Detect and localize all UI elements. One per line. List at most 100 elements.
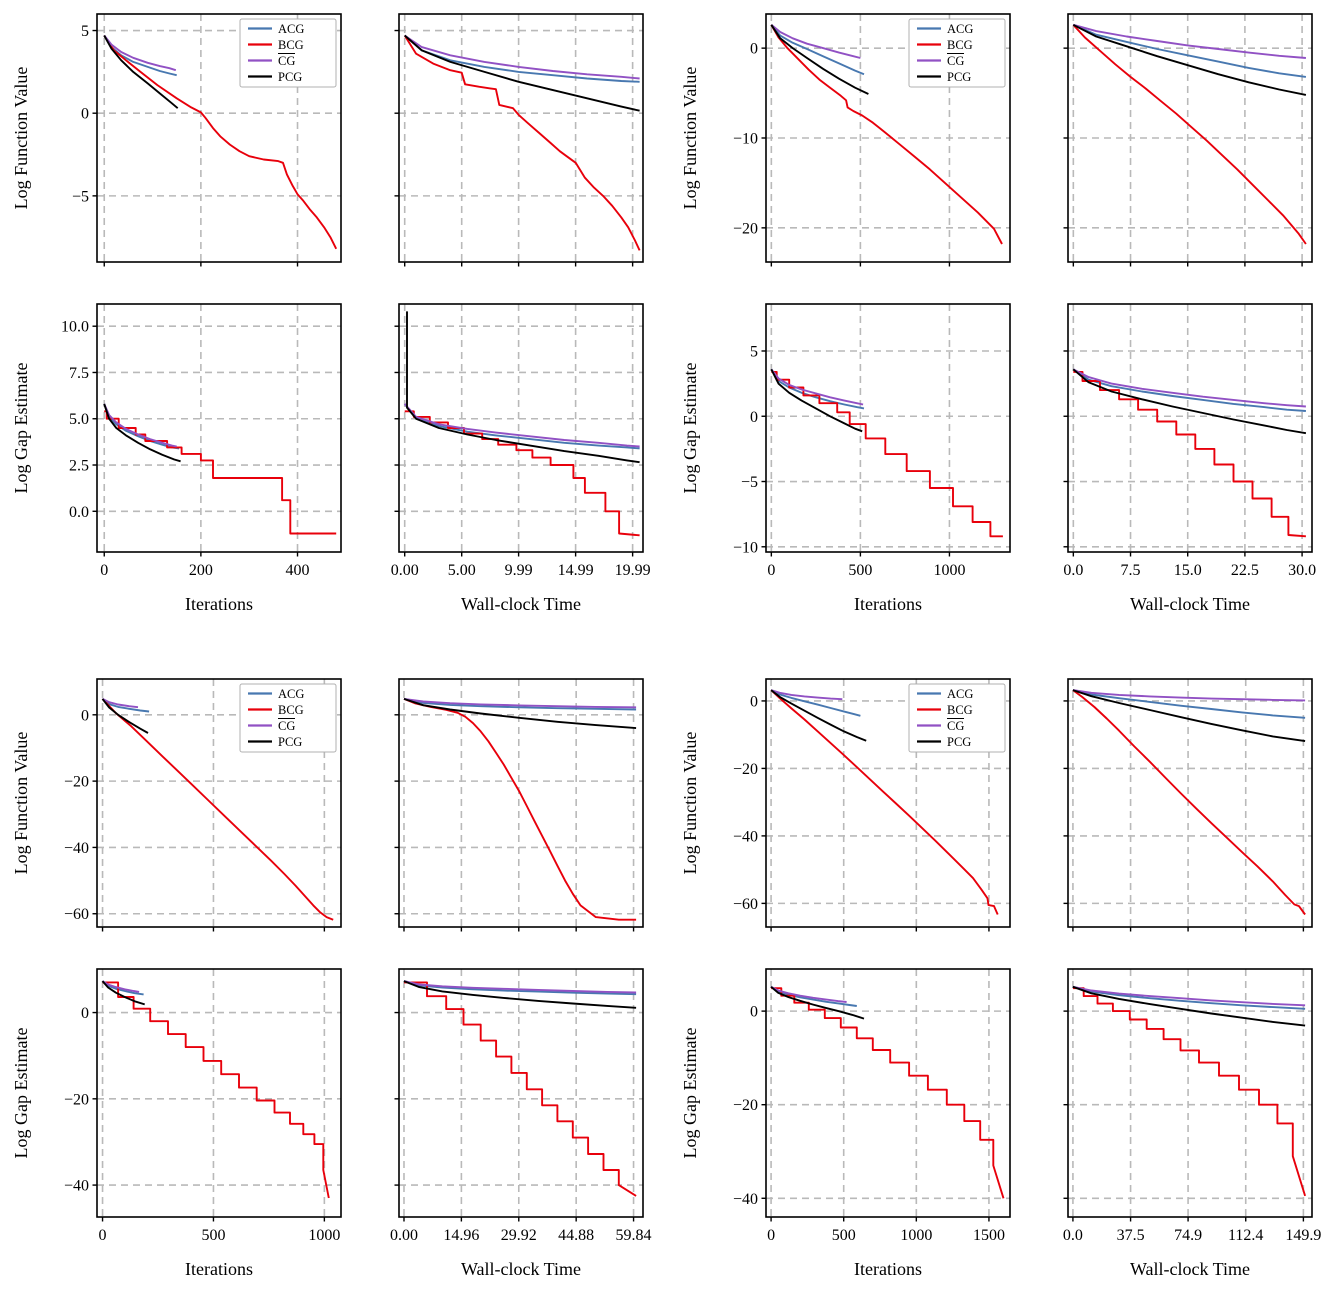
series-lines [103, 34, 338, 250]
chart-bottom-left: Log Function Value Log Gap Estimate Iterat… [11, 678, 652, 1279]
gridlines [766, 969, 1010, 1217]
axes-frame [96, 678, 342, 928]
y-tick-label: −60 [733, 896, 758, 913]
series-PCG-line [103, 35, 179, 109]
subplot-bottom-right-r0c1 [1063, 678, 1313, 932]
x-tick-label: 14.96 [443, 1227, 479, 1244]
series-CG-line [770, 24, 861, 59]
series-PCG-line [403, 980, 637, 1009]
subplot-top-right-r1c1 [1063, 303, 1313, 557]
axes-frame [765, 968, 1011, 1218]
tick-marks [394, 714, 635, 932]
tick-marks [761, 350, 951, 557]
y-tick-label: −40 [733, 1191, 758, 1208]
series-BCG-line [103, 34, 338, 250]
subplot-bottom-left-r0c1 [394, 678, 644, 932]
axes-frame [398, 303, 644, 553]
axes-frame [1067, 678, 1313, 928]
x-tick-label: 0 [767, 1227, 775, 1244]
tick-marks [1063, 700, 1305, 932]
series-lines [103, 403, 337, 535]
tick-marks [394, 29, 634, 267]
y-tick-label: 5 [81, 23, 89, 40]
series-CG-line [770, 689, 843, 701]
quadrant-bottom-left: Log Function Value Log Gap Estimate Iterat… [5, 671, 667, 1289]
x-tick-label: 500 [848, 562, 872, 579]
x-tick-label: 37.5 [1117, 1227, 1145, 1244]
series-ACG-line [103, 34, 177, 77]
chart-bottom-right: Log Function Value Log Gap Estimate Iterat… [680, 678, 1321, 1279]
gridlines [1068, 14, 1312, 262]
series-BCG-line [102, 981, 330, 1199]
series-ACG-line [1072, 985, 1306, 1010]
series-CG-line [103, 34, 177, 72]
series-BCG-line [404, 981, 637, 1197]
series-CG-line [403, 403, 640, 448]
legend: ACG BCG CG PCG [239, 683, 337, 753]
tick-marks [761, 1010, 990, 1222]
series-lines [101, 698, 334, 921]
y-tick-label: 5.0 [69, 411, 89, 428]
subplot-top-left-r1c0 [92, 303, 342, 557]
subplot-top-left-r1c1 [394, 303, 644, 557]
axes-frame [1067, 303, 1313, 553]
subplot-bottom-left-r1c1 [394, 968, 644, 1222]
x-tick-label: 7.5 [1121, 562, 1141, 579]
legend-label: CG [278, 719, 295, 733]
series-ACG-line [770, 689, 861, 717]
x-axis-title: Iterations [854, 1259, 922, 1279]
tick-marks [92, 29, 299, 267]
gridlines [399, 304, 643, 552]
x-tick-label: 29.92 [501, 1227, 537, 1244]
legend-label: ACG [278, 22, 304, 36]
x-axis-title: Wall-clock Time [461, 594, 581, 614]
series-BCG-line [770, 689, 999, 915]
y-tick-label: 0 [750, 409, 758, 426]
series-BCG-line [1072, 987, 1307, 1197]
y-axis-title: Log Gap Estimate [11, 1028, 31, 1159]
y-tick-label: −40 [64, 840, 89, 857]
series-ACG-line [770, 368, 865, 410]
series-lines [403, 980, 637, 1197]
legend-label: BCG [947, 703, 973, 717]
series-BCG-line [1072, 689, 1306, 916]
x-tick-label: 200 [189, 562, 213, 579]
axes-frame [398, 678, 644, 928]
y-tick-label: −20 [733, 1097, 758, 1114]
y-tick-label: −20 [64, 774, 89, 791]
x-tick-label: 0 [99, 1227, 107, 1244]
y-tick-label: 0 [750, 41, 758, 58]
x-axis-title: Wall-clock Time [1130, 1259, 1250, 1279]
x-tick-label: 19.99 [615, 562, 651, 579]
series-CG-line [1072, 985, 1306, 1007]
axes-frame [398, 13, 644, 263]
series-PCG-line [403, 697, 637, 730]
axes-frame [96, 13, 342, 263]
y-tick-label: 10.0 [61, 319, 89, 336]
chart-top-right: Log Function Value Log Gap Estimate Iterat… [680, 13, 1316, 614]
gridlines [97, 304, 341, 552]
x-tick-label: 30.0 [1288, 562, 1316, 579]
series-lines [403, 34, 641, 251]
legend-label: PCG [947, 70, 971, 84]
gridlines [399, 969, 643, 1217]
x-tick-label: 0.0 [1063, 562, 1083, 579]
series-lines [770, 24, 1003, 245]
subplot-top-left-r0c1 [394, 13, 644, 267]
series-PCG-line [770, 368, 863, 433]
legend-label: BCG [278, 38, 304, 52]
x-tick-label: 0 [767, 562, 775, 579]
subplot-bottom-left-r1c0 [92, 968, 342, 1222]
x-tick-label: 500 [832, 1227, 856, 1244]
chart-top-left: Log Function Value Log Gap Estimate Iterat… [11, 13, 651, 614]
series-PCG-line [770, 986, 865, 1020]
series-CG-line [102, 980, 140, 993]
x-tick-label: 400 [286, 562, 310, 579]
y-tick-label: 0.0 [69, 504, 89, 521]
y-tick-label: 2.5 [69, 458, 89, 475]
legend: ACG BCG CG PCG [908, 18, 1006, 88]
series-CG-line [1072, 368, 1306, 408]
series-lines [1072, 368, 1307, 538]
y-tick-label: 0 [750, 1004, 758, 1021]
x-tick-label: 14.99 [558, 562, 594, 579]
